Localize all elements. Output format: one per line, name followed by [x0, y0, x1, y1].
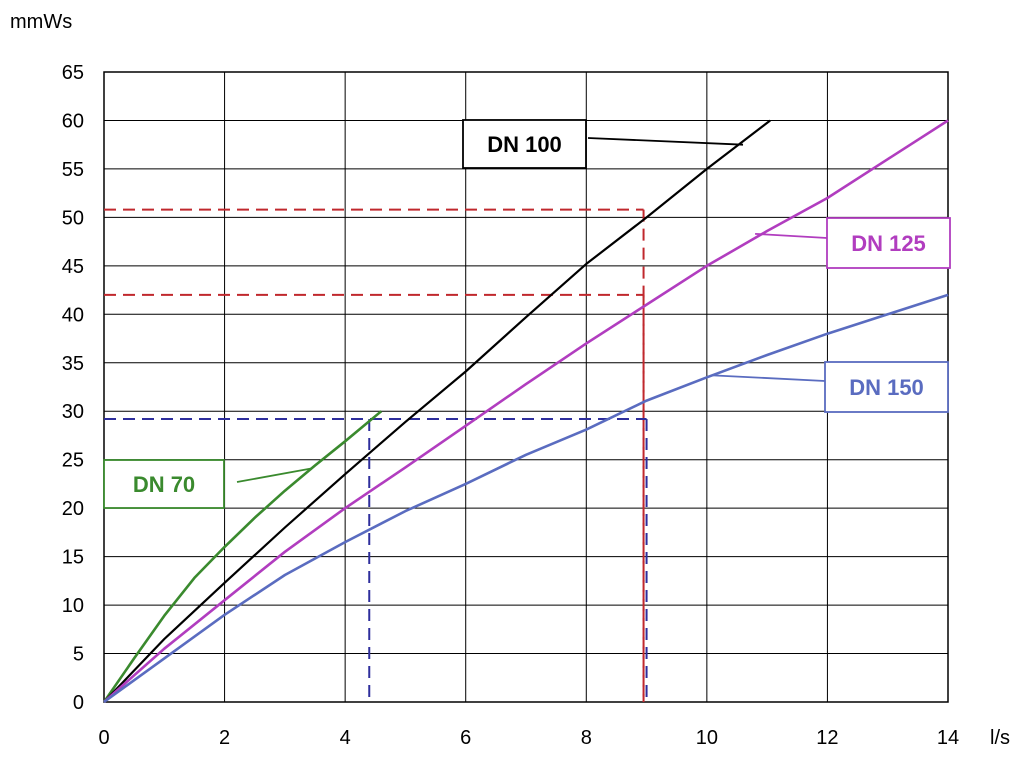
- leader-line-dn-125: [755, 232, 828, 239]
- y-tick-label-4: 20: [62, 498, 84, 520]
- tick-labels: 0 2 4 6 8 10 12 14 0 5 10 15 20 25 30 35 40 45 50 55 60 65: [62, 62, 959, 749]
- y-tick-label-2: 10: [62, 595, 84, 617]
- label-leaders: [236, 137, 828, 483]
- label-box-dn-125: [826, 217, 951, 269]
- x-tick-label-1: 2: [219, 727, 230, 749]
- series-label-dn-150: DN 150: [849, 375, 924, 400]
- y-tick-label-9: 45: [62, 256, 84, 278]
- y-tick-label-13: 65: [62, 62, 84, 84]
- y-tick-label-6: 30: [62, 401, 84, 423]
- x-tick-label-7: 14: [937, 727, 959, 749]
- leader-line-dn-150: [712, 374, 826, 382]
- x-unit-label: l/s: [990, 727, 1010, 749]
- series-line-dn-70: [102, 410, 383, 703]
- y-tick-label-7: 35: [62, 353, 84, 375]
- series-labels: DN 100 DN 125 DN 150 DN 70: [103, 119, 951, 509]
- y-tick-label-3: 15: [62, 547, 84, 569]
- series-line-dn-150: [103, 293, 949, 704]
- reference-lines: [104, 208, 648, 702]
- x-tick-label-0: 0: [98, 727, 109, 749]
- label-box-dn-150: [824, 361, 949, 413]
- x-tick-label-3: 6: [460, 727, 471, 749]
- series-label-dn-70: DN 70: [133, 472, 195, 497]
- y-tick-label-10: 50: [62, 207, 84, 229]
- series-line-dn-125: [103, 119, 949, 703]
- series-label-dn-100: DN 100: [487, 132, 562, 157]
- x-tick-label-4: 8: [581, 727, 592, 749]
- y-tick-label-8: 40: [62, 304, 84, 326]
- label-box-dn-100: [462, 119, 587, 169]
- series-line-dn-100: [103, 119, 771, 703]
- x-tick-label-6: 12: [816, 727, 838, 749]
- x-tick-label-2: 4: [340, 727, 351, 749]
- leader-line-dn-100: [587, 137, 744, 146]
- y-tick-label-1: 5: [73, 644, 84, 666]
- leader-line-dn-70: [236, 467, 313, 483]
- y-tick-label-12: 60: [62, 110, 84, 132]
- x-tick-label-5: 10: [696, 727, 718, 749]
- y-tick-label-11: 55: [62, 159, 84, 181]
- y-tick-label-5: 25: [62, 450, 84, 472]
- y-tick-label-0: 0: [73, 692, 84, 714]
- series-lines: [102, 119, 949, 704]
- y-unit-label: mmWs: [10, 11, 72, 33]
- series-label-dn-125: DN 125: [851, 231, 926, 256]
- label-box-dn-70: [103, 459, 225, 509]
- grid: [103, 71, 949, 703]
